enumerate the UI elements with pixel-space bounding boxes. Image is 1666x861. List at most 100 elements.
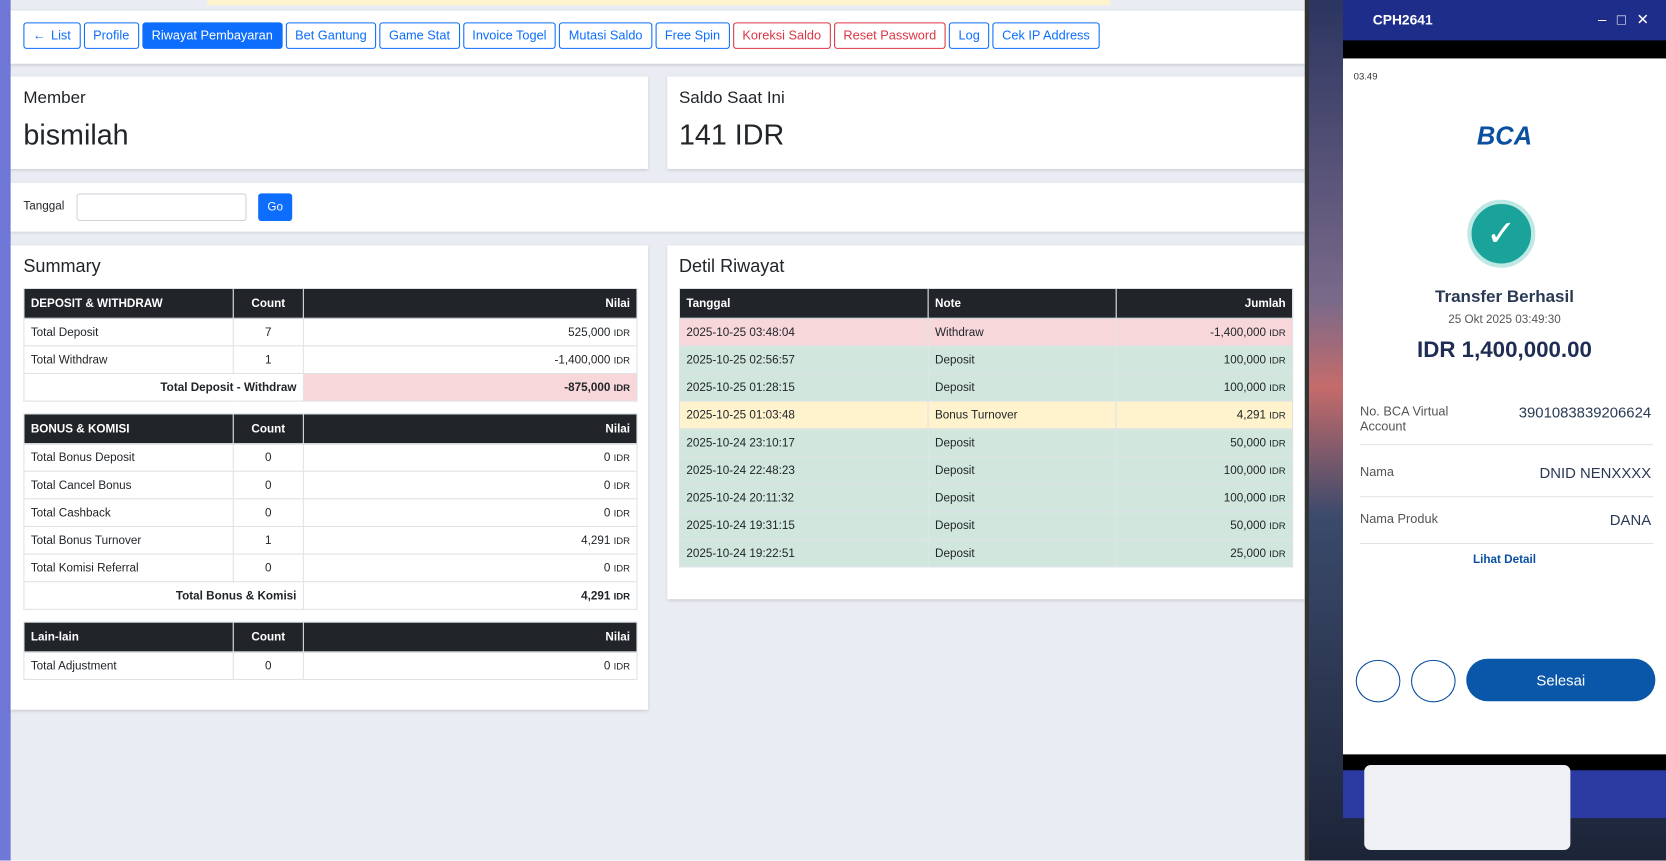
summary-row: Total Komisi Referral 0 0 IDR	[23, 553, 638, 583]
cell: 1	[232, 525, 304, 555]
currency: IDR	[1269, 381, 1286, 393]
transfer-amount: IDR 1,400,000.00	[1417, 337, 1592, 363]
currency: IDR	[613, 479, 631, 491]
cell-text: 2025-10-24 22:48:23	[686, 463, 795, 477]
cell: -1,400,000 IDR	[302, 345, 638, 374]
cell-text: 0	[265, 659, 272, 673]
summary-row: Total Bonus Deposit 0 0 IDR	[23, 443, 638, 472]
cell: 2025-10-24 20:11:32	[678, 483, 929, 513]
nav-label: List	[51, 27, 71, 43]
header-row: Lain-lain Count Nilai	[23, 621, 638, 653]
detail-row: 2025-10-24 22:48:23 Deposit 100,000 IDR	[678, 455, 1294, 485]
cell-text: 0	[603, 478, 611, 492]
nav-button[interactable]: Log	[948, 22, 990, 49]
status-time: 03.49	[1353, 71, 1378, 82]
nav-button[interactable]: Bet Gantung	[285, 22, 377, 49]
nav-button[interactable]: Profile	[83, 22, 139, 49]
currency: IDR	[1269, 326, 1286, 338]
column-header: Count	[232, 413, 304, 445]
nav-label: Free Spin	[664, 27, 721, 43]
cell: 0	[232, 553, 304, 583]
nav-button[interactable]: ← List	[23, 22, 81, 49]
cell-text: Bonus Turnover	[935, 408, 1018, 422]
cell: Deposit	[927, 455, 1117, 485]
currency: IDR	[613, 562, 631, 574]
cell: 25,000 IDR	[1115, 538, 1294, 568]
currency: IDR	[1269, 547, 1286, 559]
cell: 0 IDR	[302, 498, 638, 527]
cell-text: 2025-10-25 03:48:04	[686, 325, 795, 339]
cell: Total Deposit	[23, 317, 234, 347]
divider	[1304, 0, 1309, 861]
currency: IDR	[1269, 492, 1286, 504]
nav-button[interactable]: Invoice Togel	[462, 22, 557, 49]
more-link[interactable]: Lihat Detail	[1472, 553, 1536, 567]
cell-text: -875,000	[564, 380, 611, 394]
nav-label: Bet Gantung	[295, 27, 367, 43]
cell-text: 4,291	[1236, 408, 1266, 422]
cell-text: 2025-10-25 02:56:57	[686, 353, 795, 367]
cell: 0	[232, 443, 304, 472]
column-header: Nilai	[302, 287, 638, 319]
window-controls[interactable]: –□✕	[1598, 10, 1660, 28]
nav-button[interactable]: Cek IP Address	[992, 22, 1100, 49]
nav-bar: ← List Profile Riwayat Pembayaran Bet Gantun…	[23, 22, 1102, 49]
detail-title: Detil Riwayat	[678, 256, 785, 277]
currency: IDR	[613, 326, 631, 338]
share-button[interactable]	[1355, 659, 1401, 703]
cell-text: 1	[265, 353, 272, 367]
nav-button[interactable]: Mutasi Saldo	[559, 22, 653, 49]
nav-button[interactable]: Game Stat	[379, 22, 460, 49]
cell-text: 2025-10-24 20:11:32	[686, 491, 795, 505]
column-header: Lain-lain	[23, 621, 234, 653]
column-header: Nilai	[302, 621, 638, 653]
summary-title: Summary	[23, 256, 101, 277]
cell-text: 0	[603, 561, 611, 575]
nav-button[interactable]: Riwayat Pembayaran	[142, 22, 283, 49]
cell: 50,000 IDR	[1115, 428, 1294, 457]
cell-text: Total Bonus Deposit	[30, 451, 135, 464]
cell-text: 0	[603, 451, 611, 464]
done-button[interactable]: Selesai	[1466, 658, 1656, 702]
cell-text: 2025-10-25 01:28:15	[686, 380, 795, 394]
nav-button[interactable]: Reset Password	[833, 22, 946, 49]
detail-row: 2025-10-25 01:28:15 Deposit 100,000 IDR	[678, 372, 1294, 402]
download-button[interactable]	[1411, 659, 1456, 703]
date-input[interactable]	[76, 193, 247, 221]
cell: 0	[232, 651, 304, 680]
total-row: Total Deposit - Withdraw -875,000 IDR	[23, 372, 638, 402]
tray-popup[interactable]	[1364, 765, 1571, 850]
cell-text: Deposit	[935, 519, 975, 532]
currency: IDR	[1269, 354, 1286, 365]
currency: IDR	[1269, 437, 1286, 448]
nav-label: Log	[958, 27, 980, 43]
window-titlebar: CPH2641 –□✕	[1343, 0, 1666, 41]
nav-button[interactable]: Koreksi Saldo	[732, 22, 831, 49]
cell-text: 100,000	[1223, 380, 1266, 394]
go-button[interactable]: Go	[258, 193, 293, 221]
cell: Total Komisi Referral	[23, 553, 234, 583]
cell-text: 0	[265, 478, 272, 492]
cell: Deposit	[927, 511, 1117, 540]
currency: IDR	[613, 534, 631, 546]
cell-text: -1,400,000	[554, 353, 611, 367]
nav-button[interactable]: Free Spin	[655, 22, 730, 49]
cell: Deposit	[927, 345, 1117, 374]
cell-text: 0	[265, 451, 272, 464]
cell-text: 100,000	[1223, 491, 1266, 505]
cell: 0	[232, 470, 304, 500]
member-card: Member bismilah	[10, 76, 649, 169]
cell: 0 IDR	[302, 443, 638, 472]
cell-text: 2025-10-25 01:03:48	[686, 408, 795, 422]
column-header: Jumlah	[1115, 287, 1294, 319]
field-label: Nama	[1360, 464, 1395, 480]
cell-text: 4,291	[581, 533, 611, 547]
field-value: DANA	[1609, 511, 1652, 529]
nav-label: Game Stat	[389, 27, 450, 43]
cell: 100,000 IDR	[1115, 483, 1294, 513]
total-label: Total Bonus & Komisi	[23, 581, 304, 610]
cell: 4,291 IDR	[1115, 400, 1294, 430]
phone-window: CPH2641 –□✕ 03.49 BCA ✓ Transfer Berhasi…	[1343, 0, 1666, 771]
cell: 2025-10-24 22:48:23	[678, 455, 929, 485]
